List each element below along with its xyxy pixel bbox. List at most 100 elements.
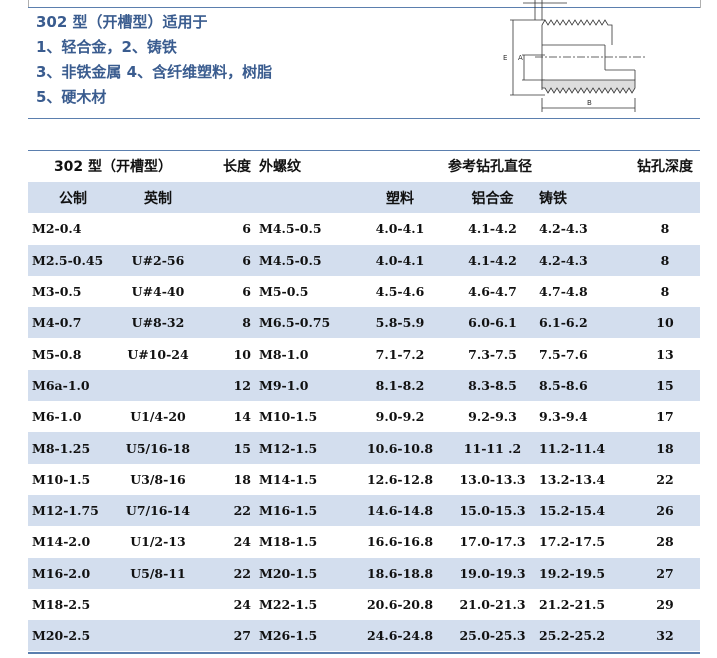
cell-depth: 15 [656,377,674,393]
cell-imperial: U#4-40 [131,284,185,300]
cell-length: 14 [233,409,251,425]
table-bottom-rule [28,652,700,654]
cell-depth: 17 [656,409,674,425]
cell-depth: 27 [656,565,674,581]
cell-depth: 29 [656,597,674,612]
cell-outer-thread: M20-1.5 [259,565,318,581]
cell-outer-thread: M22-1.5 [259,597,318,612]
cell-metric: M10-1.5 [32,471,91,487]
intro-text: 302 型（开槽型）适用于 1、轻合金，2、铸铁 3、非铁金属 4、含纤维塑料，… [36,10,272,110]
cell-aluminum: 6.0-6.1 [468,315,517,331]
cell-outer-thread: M8-1.0 [259,346,309,362]
intro-bottom-rule [28,118,700,119]
cell-metric: M4-0.7 [32,315,82,331]
header-length: 长度 [223,159,251,175]
cell-cast-iron: 4.7-4.8 [539,284,588,300]
cell-plastic: 5.8-5.9 [375,315,425,331]
dim-label-b: B [587,99,592,107]
cell-aluminum: 13.0-13.3 [459,471,526,487]
cell-length: 22 [233,503,251,519]
cell-depth: 22 [656,471,674,487]
cell-aluminum: 25.0-25.3 [459,628,526,644]
cell-metric: M16-2.0 [32,565,91,581]
cell-length: 6 [242,284,251,300]
table-row: M20-2.5 27 M26-1.5 24.6-24.8 25.0-25.3 25.2-2… [28,620,700,652]
cell-plastic: 14.6-14.8 [366,503,434,519]
cell-outer-thread: M12-1.5 [259,440,318,456]
cell-imperial [118,370,198,401]
cell-cast-iron: 4.2-4.3 [539,252,588,268]
table-top-rule [28,150,700,151]
spec-table: 302 型（开槽型） 长度 外螺纹 参考钻孔直径 钻孔深度 公制 英制 塑料 铝… [28,150,700,652]
cell-depth: 8 [660,252,670,268]
table-row: M18-2.5 24 M22-1.5 20.6-20.8 21.0-21.3 21.2-2… [28,589,700,620]
cell-plastic: 4.5-4.6 [375,284,425,300]
cell-outer-thread: M5-0.5 [259,284,309,300]
cell-metric: M6a-1.0 [32,377,90,393]
cell-cast-iron: 13.2-13.4 [539,471,606,487]
header-cast-iron: 铸铁 [539,190,567,207]
table-row: M10-1.5 U3/8-16 18 M14-1.5 12.6-12.8 13.0-13.… [28,464,700,495]
cell-length: 8 [242,315,251,331]
cell-imperial [118,620,198,651]
cell-outer-thread: M26-1.5 [259,628,318,644]
cell-imperial: U3/8-16 [130,471,186,487]
header-empty [255,182,350,213]
cell-depth: 26 [656,503,674,519]
cell-plastic: 9.0-9.2 [375,409,425,425]
cell-cast-iron: 7.5-7.6 [539,346,588,362]
cell-cast-iron: 11.2-11.4 [539,440,606,456]
cell-length: 24 [233,597,251,612]
cell-length: 18 [233,471,251,487]
cell-metric: M2-0.4 [32,221,82,237]
header-drill-depth: 钻孔深度 [637,159,693,175]
table-row: M8-1.25 U5/16-18 15 M12-1.5 10.6-10.8 11-11 .… [28,432,700,464]
cell-cast-iron: 4.2-4.3 [539,221,588,237]
cell-depth: 8 [660,221,670,237]
cell-plastic: 24.6-24.8 [366,628,434,644]
page-margin-right [700,0,701,8]
table-row: M2-0.4 6 M4.5-0.5 4.0-4.1 4.1-4.2 4.2-4.3 8 [28,213,700,244]
cell-depth: 10 [656,315,674,331]
cell-cast-iron: 15.2-15.4 [539,503,606,519]
intro-line: 5、硬木材 [36,88,107,106]
table-row: M2.5-0.45 U#2-56 6 M4.5-0.5 4.0-4.1 4.1-4.2 4.… [28,244,700,276]
cell-depth: 18 [656,440,674,456]
header-empty [630,182,700,213]
cell-imperial: U7/16-14 [125,503,191,519]
intro-line: 1、轻合金，2、铸铁 [36,38,177,56]
header-outer-thread: 外螺纹 [259,159,301,175]
cell-aluminum: 21.0-21.3 [459,597,526,612]
table-row: M3-0.5 U#4-40 6 M5-0.5 4.5-4.6 4.6-4.7 4.7-4.8… [28,276,700,307]
table-row: M12-1.75 U7/16-14 22 M16-1.5 14.6-14.8 15.0-1… [28,494,700,527]
cell-length: 6 [242,252,251,268]
header-imperial: 英制 [144,190,172,207]
cell-aluminum: 4.6-4.7 [468,284,517,300]
header-empty [198,182,255,213]
cell-length: 24 [233,534,251,550]
cell-length: 6 [242,221,251,237]
header-type: 302 型（开槽型） [53,159,173,175]
cell-plastic: 8.1-8.2 [375,377,425,393]
cell-aluminum: 15.0-15.3 [459,503,526,519]
table-row: M5-0.8 U#10-24 10 M8-1.0 7.1-7.2 7.3-7.5 7.5-7… [28,338,700,369]
table-row: M14-2.0 U1/2-13 24 M18-1.5 16.6-16.8 17.0-17.… [28,526,700,557]
cell-cast-iron: 25.2-25.2 [539,628,606,644]
cell-cast-iron: 19.2-19.5 [539,565,606,581]
cell-imperial: U#2-56 [131,252,185,268]
cell-plastic: 4.0-4.1 [375,252,425,268]
cell-cast-iron: 17.2-17.5 [539,534,606,550]
cell-length: 10 [233,346,251,362]
cell-imperial [118,213,198,244]
cell-outer-thread: M4.5-0.5 [259,221,322,237]
header-drill-diameter: 参考钻孔直径 [448,159,532,175]
cell-outer-thread: M6.5-0.75 [259,315,331,331]
cell-metric: M18-2.5 [32,597,91,612]
cell-plastic: 18.6-18.8 [366,565,434,581]
header-row-2: 公制 英制 塑料 铝合金 铸铁 [28,182,700,214]
cell-plastic: 16.6-16.8 [366,534,434,550]
cell-imperial: U1/4-20 [130,409,186,425]
table-row: M6-1.0 U1/4-20 14 M10-1.5 9.0-9.2 9.2-9.3 9.3-… [28,401,700,432]
header-plastic: 塑料 [386,190,414,207]
dim-label-e: E [503,54,507,62]
